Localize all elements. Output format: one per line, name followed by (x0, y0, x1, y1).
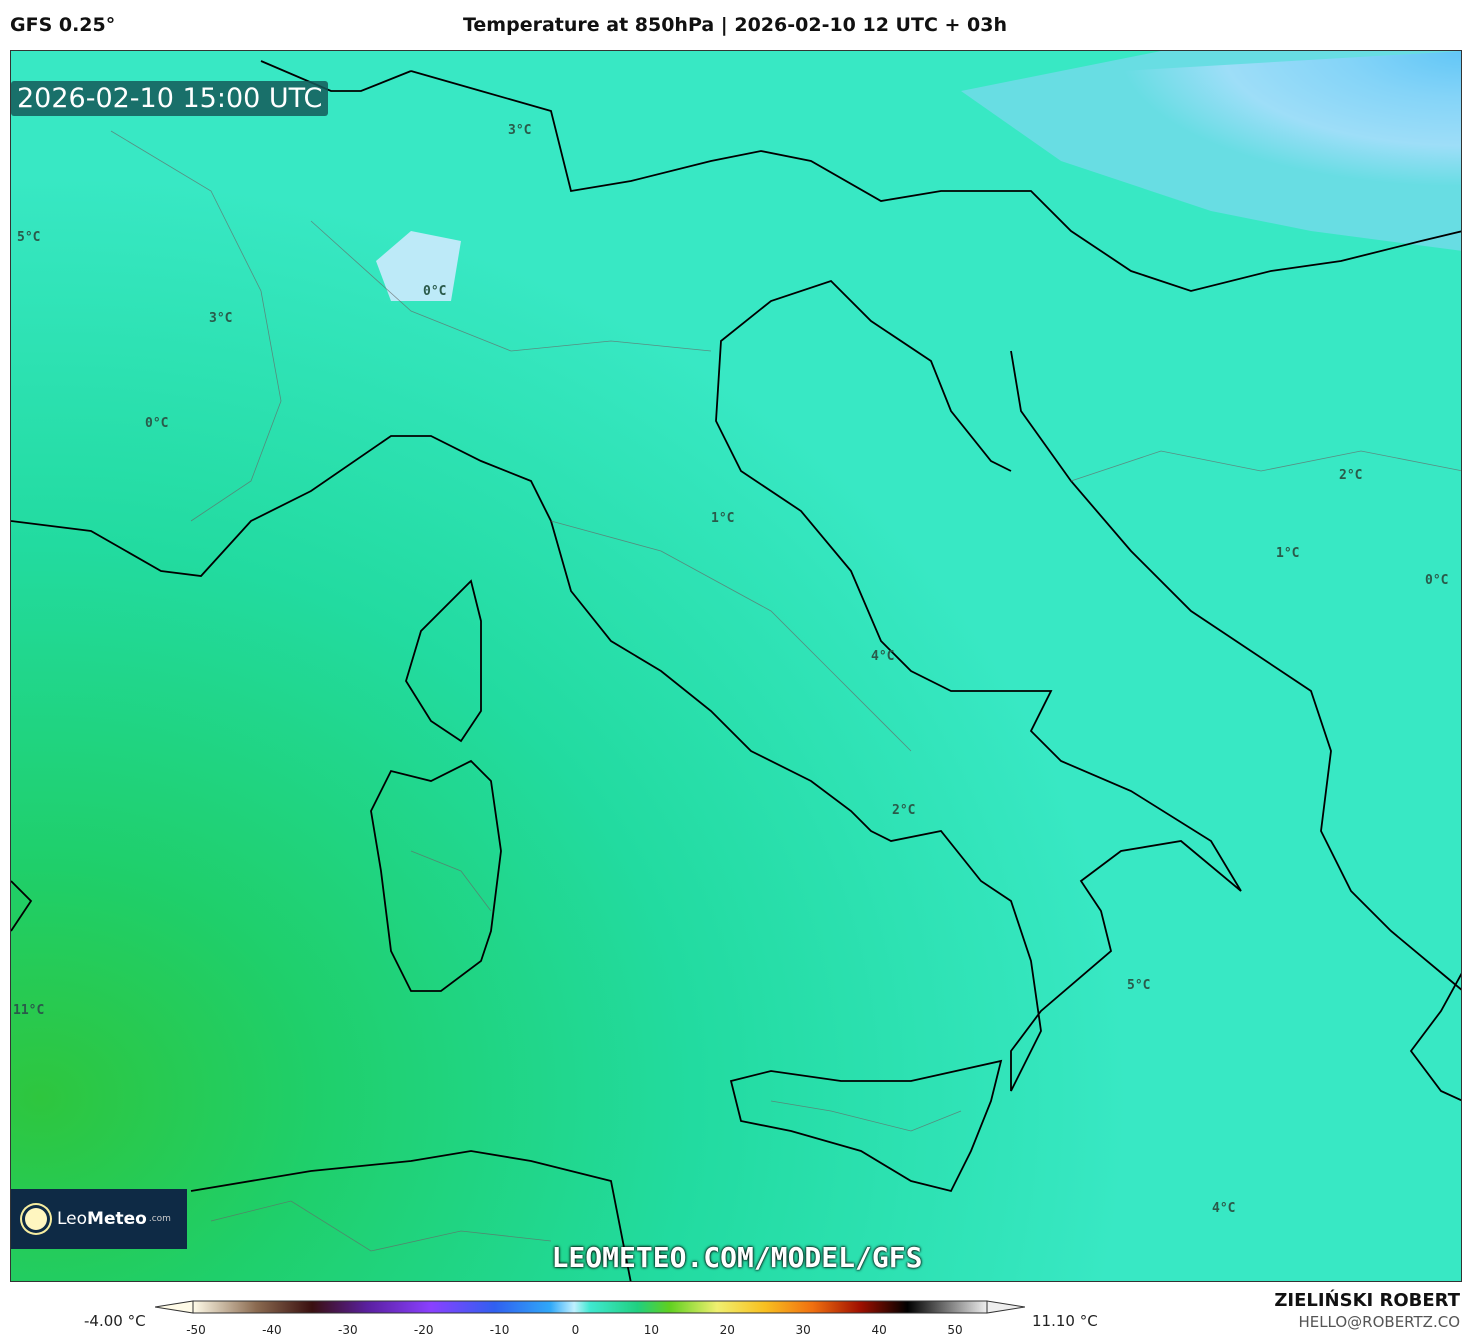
colorbar-tick-label: -10 (489, 1323, 510, 1337)
contour-label: 1°C (1276, 546, 1300, 561)
contour-label: 2°C (1339, 468, 1363, 483)
contour-label: 3°C (508, 123, 532, 138)
valid-time-stamp: 2026-02-10 15:00 UTC (11, 81, 329, 116)
colorbar-max-label: 11.10 °C (1032, 1312, 1098, 1330)
temperature-map: 3°C 5°C 3°C 0°C 0°C 1°C 2°C 1°C 0°C 4°C … (10, 50, 1462, 1282)
chart-title: Temperature at 850hPa | 2026-02-10 12 UT… (462, 14, 1008, 36)
contour-label: 0°C (1425, 573, 1449, 588)
colorbar-max-arrow (986, 1300, 1025, 1314)
colorbar-min-arrow (155, 1300, 194, 1314)
colorbar-tick-label: -20 (413, 1323, 434, 1337)
contour-label: 3°C (209, 311, 233, 326)
contour-label: 0°C (423, 284, 447, 299)
contour-label: 0°C (145, 416, 169, 431)
colorbar-gradient (192, 1300, 988, 1314)
leometeo-logo[interactable]: LeoMeteo .com (11, 1189, 187, 1249)
colorbar-tick-label: 20 (719, 1323, 735, 1337)
contour-label: 4°C (871, 649, 895, 664)
colorbar-tick-label: -30 (337, 1323, 358, 1337)
colorbar-min-label: -4.00 °C (84, 1312, 146, 1330)
colorbar (155, 1300, 1025, 1314)
contour-label: 11°C (13, 1003, 45, 1018)
colorbar-tick-label: 30 (795, 1323, 811, 1337)
colorbar-tick-label: 50 (947, 1323, 963, 1337)
admin-borders (110, 130, 1461, 1252)
model-name: GFS 0.25° (10, 14, 116, 36)
cold-core (961, 51, 1461, 251)
author-email[interactable]: HELLO@ROBERTZ.CO (1298, 1313, 1460, 1331)
contour-label: 4°C (1212, 1201, 1236, 1216)
colorbar-tick-label: 40 (871, 1323, 887, 1337)
author-name: ZIELIŃSKI ROBERT (1274, 1290, 1460, 1311)
contour-label: 2°C (892, 803, 916, 818)
logo-text: LeoMeteo (57, 1209, 147, 1229)
contour-label: 5°C (1127, 978, 1151, 993)
colorbar-tick-label: -50 (186, 1323, 206, 1337)
watermark-url: LEOMETEO.COM/MODEL/GFS (551, 1241, 923, 1274)
contour-label: 5°C (17, 230, 41, 245)
map-field (11, 51, 1461, 1281)
colorbar-tick-label: 10 (643, 1323, 660, 1337)
colorbar-tick-label: 0 (571, 1323, 580, 1337)
sun-icon (25, 1208, 47, 1230)
logo-suffix: .com (148, 1214, 171, 1224)
contour-label: 1°C (711, 511, 735, 526)
colorbar-tick-label: -40 (262, 1323, 282, 1337)
cold-area-alps (376, 231, 461, 301)
